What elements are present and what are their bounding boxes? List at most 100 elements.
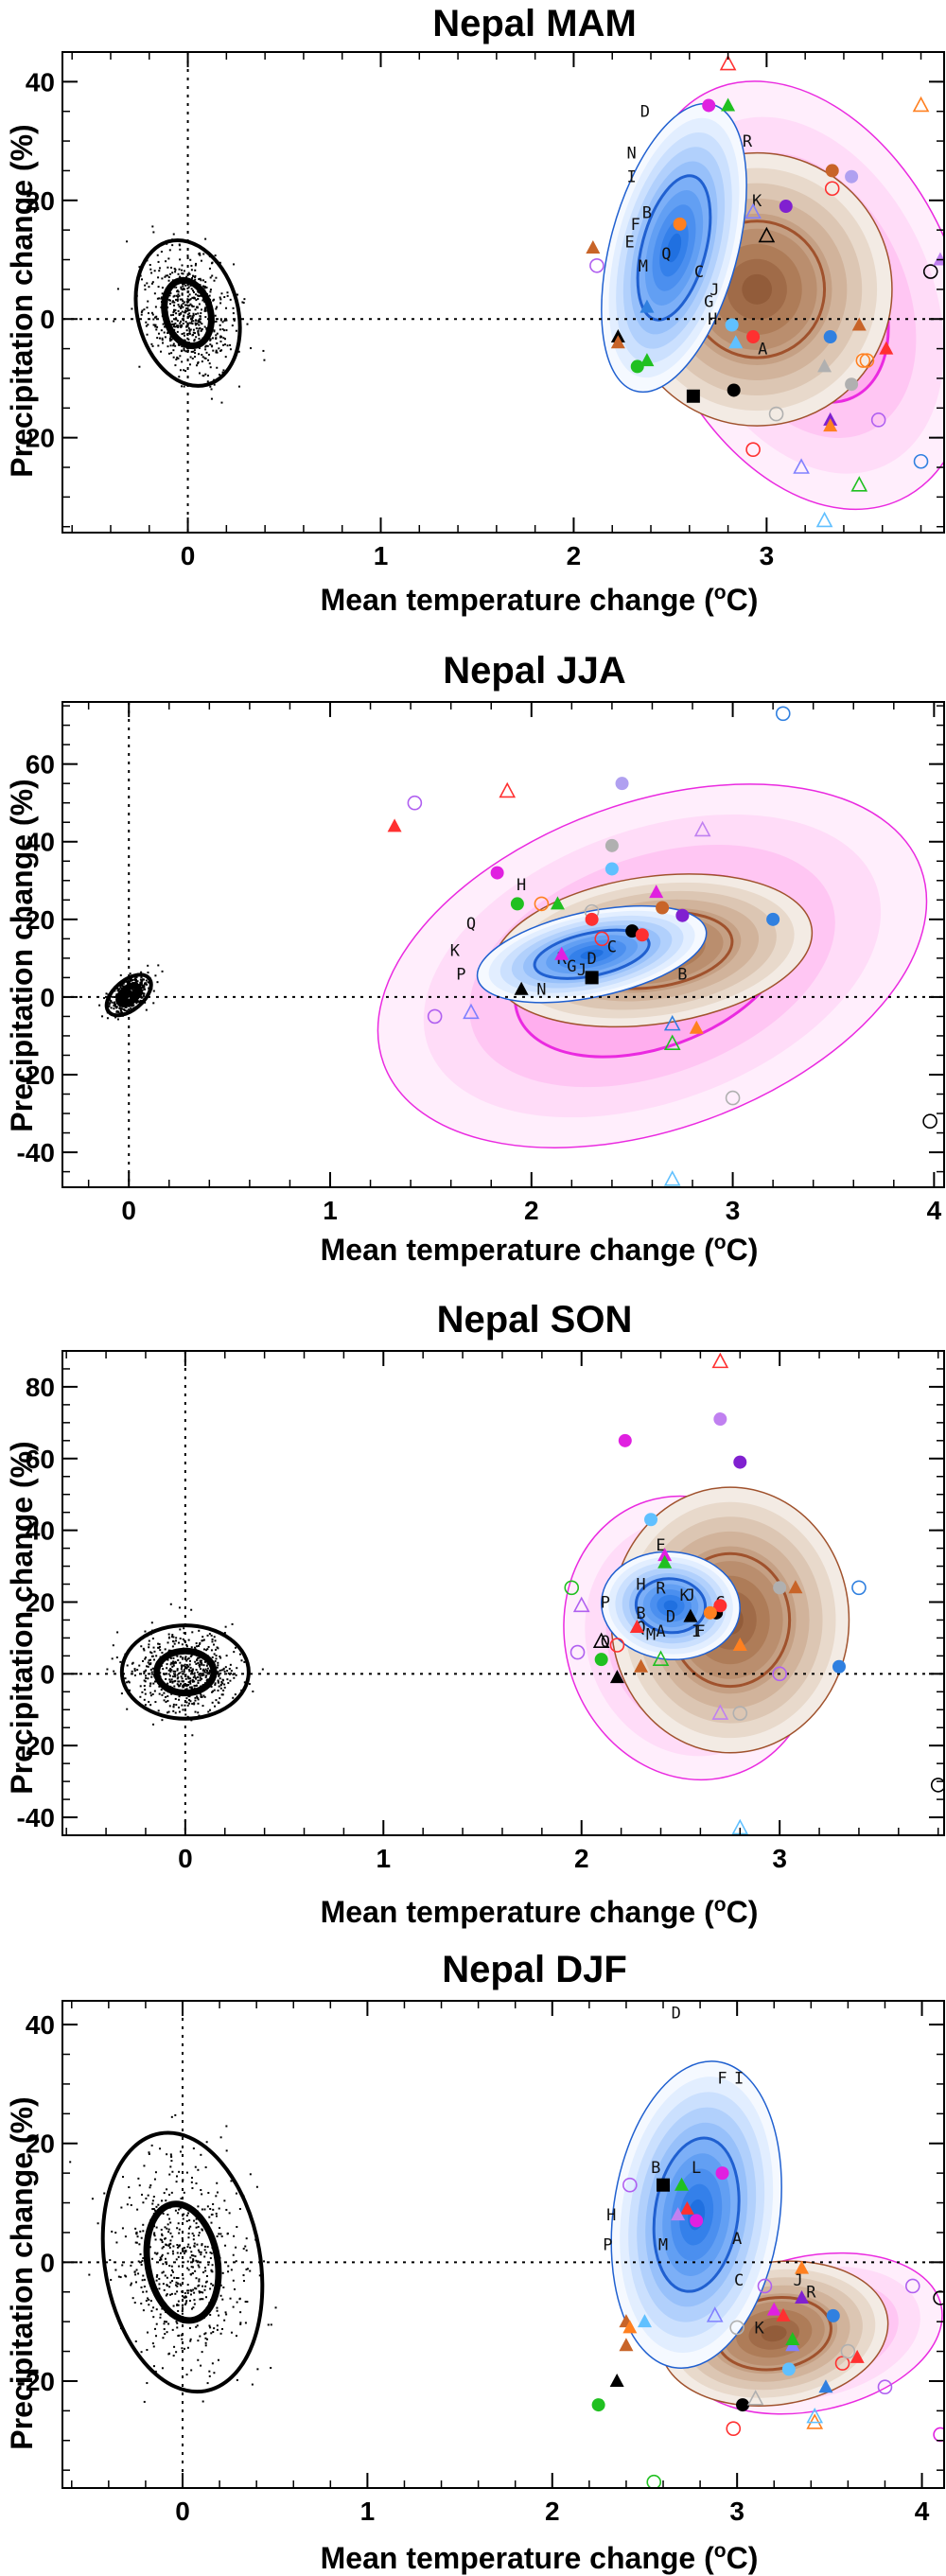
control-point xyxy=(204,373,207,376)
control-point xyxy=(161,287,164,289)
control-point xyxy=(159,2238,162,2241)
control-point xyxy=(169,2232,172,2234)
control-point xyxy=(144,284,147,287)
control-point xyxy=(262,349,265,352)
control-point xyxy=(190,317,193,320)
control-point xyxy=(205,1649,208,1652)
control-point xyxy=(170,266,173,269)
control-point xyxy=(188,1659,191,1662)
control-point xyxy=(176,1683,179,1686)
control-point xyxy=(215,2195,218,2198)
model-marker-filled-circle xyxy=(845,169,859,184)
control-point xyxy=(167,1633,170,1636)
control-point xyxy=(233,1676,236,1679)
control-point xyxy=(195,2287,198,2290)
control-point xyxy=(210,1649,213,1652)
control-point xyxy=(210,2269,213,2271)
control-point xyxy=(203,1671,206,1674)
control-point xyxy=(133,990,136,992)
control-point xyxy=(200,1693,202,1696)
control-point xyxy=(209,338,212,341)
control-point xyxy=(96,2222,99,2225)
control-point xyxy=(232,1696,235,1699)
model-marker-open-circle xyxy=(922,264,938,279)
control-point xyxy=(182,302,184,305)
control-point xyxy=(194,2269,197,2272)
control-point xyxy=(130,978,132,981)
control-point xyxy=(121,2264,124,2267)
control-point xyxy=(207,1672,210,1674)
control-point xyxy=(160,350,163,353)
control-point xyxy=(199,1665,201,1668)
control-point xyxy=(199,1659,201,1662)
control-point xyxy=(176,1677,179,1680)
control-point xyxy=(222,1667,225,1670)
control-point xyxy=(119,987,122,990)
control-point xyxy=(171,272,174,274)
control-point xyxy=(197,329,200,332)
control-point xyxy=(147,964,149,967)
control-point xyxy=(235,329,237,332)
control-point xyxy=(216,1666,219,1669)
control-point xyxy=(211,2362,214,2365)
control-point xyxy=(203,287,206,289)
control-point xyxy=(143,1672,146,1674)
control-point xyxy=(198,327,201,330)
control-point xyxy=(184,309,187,312)
control-point xyxy=(143,2278,146,2281)
control-point xyxy=(154,1701,157,1704)
control-point xyxy=(135,2269,138,2271)
control-point xyxy=(171,2328,174,2331)
x-axis-label-text: Mean temperature change ( xyxy=(321,583,714,617)
control-point xyxy=(187,272,190,274)
control-point xyxy=(166,345,169,348)
control-point xyxy=(145,1674,148,1677)
control-point xyxy=(220,2235,223,2238)
control-point xyxy=(160,1689,163,1691)
control-point xyxy=(194,274,197,277)
model-marker-filled-triangle xyxy=(721,97,736,112)
control-point xyxy=(200,2364,202,2367)
control-point xyxy=(172,342,175,345)
control-point xyxy=(193,1687,196,1690)
control-point xyxy=(198,2284,201,2287)
control-point xyxy=(197,297,200,300)
control-point xyxy=(205,326,208,329)
x-axis-label: Mean temperature change (oC) xyxy=(321,2540,759,2575)
control-point xyxy=(140,971,143,973)
control-point xyxy=(136,999,139,1002)
control-point xyxy=(205,1679,208,1682)
control-point xyxy=(181,385,184,388)
control-point xyxy=(197,2168,200,2171)
control-point xyxy=(175,358,178,360)
control-point xyxy=(205,351,208,354)
model-letter-label: D xyxy=(587,950,597,969)
control-point xyxy=(131,978,134,981)
control-point xyxy=(146,2297,149,2300)
control-point xyxy=(192,320,195,323)
control-point xyxy=(188,1702,191,1705)
model-marker-open-circle xyxy=(904,2278,920,2294)
control-point xyxy=(184,311,187,314)
control-point xyxy=(145,2197,148,2199)
control-point xyxy=(186,313,189,316)
control-point xyxy=(224,2244,227,2247)
control-point xyxy=(200,259,202,262)
model-marker-open-triangle xyxy=(806,2407,824,2424)
model-letter-label: R xyxy=(806,2284,816,2303)
control-point xyxy=(183,1668,185,1671)
model-letter-label: D xyxy=(672,2005,681,2024)
control-point xyxy=(177,2335,180,2338)
control-point xyxy=(173,304,176,307)
model-letter-label: H xyxy=(606,2206,616,2225)
control-point xyxy=(194,297,197,300)
y-axis-label: Precipitation change (%) xyxy=(5,2096,39,2449)
control-point xyxy=(130,2284,132,2287)
control-point xyxy=(215,2215,218,2217)
model-letter-label: G xyxy=(704,292,713,311)
control-point xyxy=(122,2176,125,2179)
control-point xyxy=(152,1002,155,1005)
model-marker-open-circle xyxy=(855,353,871,368)
control-point xyxy=(149,2186,151,2189)
